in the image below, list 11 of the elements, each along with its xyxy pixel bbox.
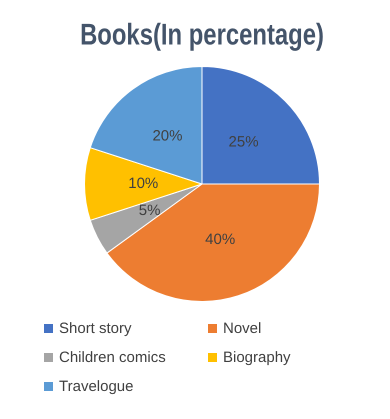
data-label: 10% xyxy=(128,175,158,192)
chart-title: Books(In percentage) xyxy=(80,16,324,51)
legend-label: Travelogue xyxy=(59,378,134,395)
data-label: 40% xyxy=(205,231,236,248)
data-label: 25% xyxy=(228,134,259,151)
legend-label: Short story xyxy=(59,320,132,337)
legend-label: Biography xyxy=(223,349,291,366)
legend-label: Novel xyxy=(223,320,262,337)
legend-label: Children comics xyxy=(59,349,166,366)
data-label: 5% xyxy=(138,202,160,219)
data-label: 20% xyxy=(152,128,182,145)
